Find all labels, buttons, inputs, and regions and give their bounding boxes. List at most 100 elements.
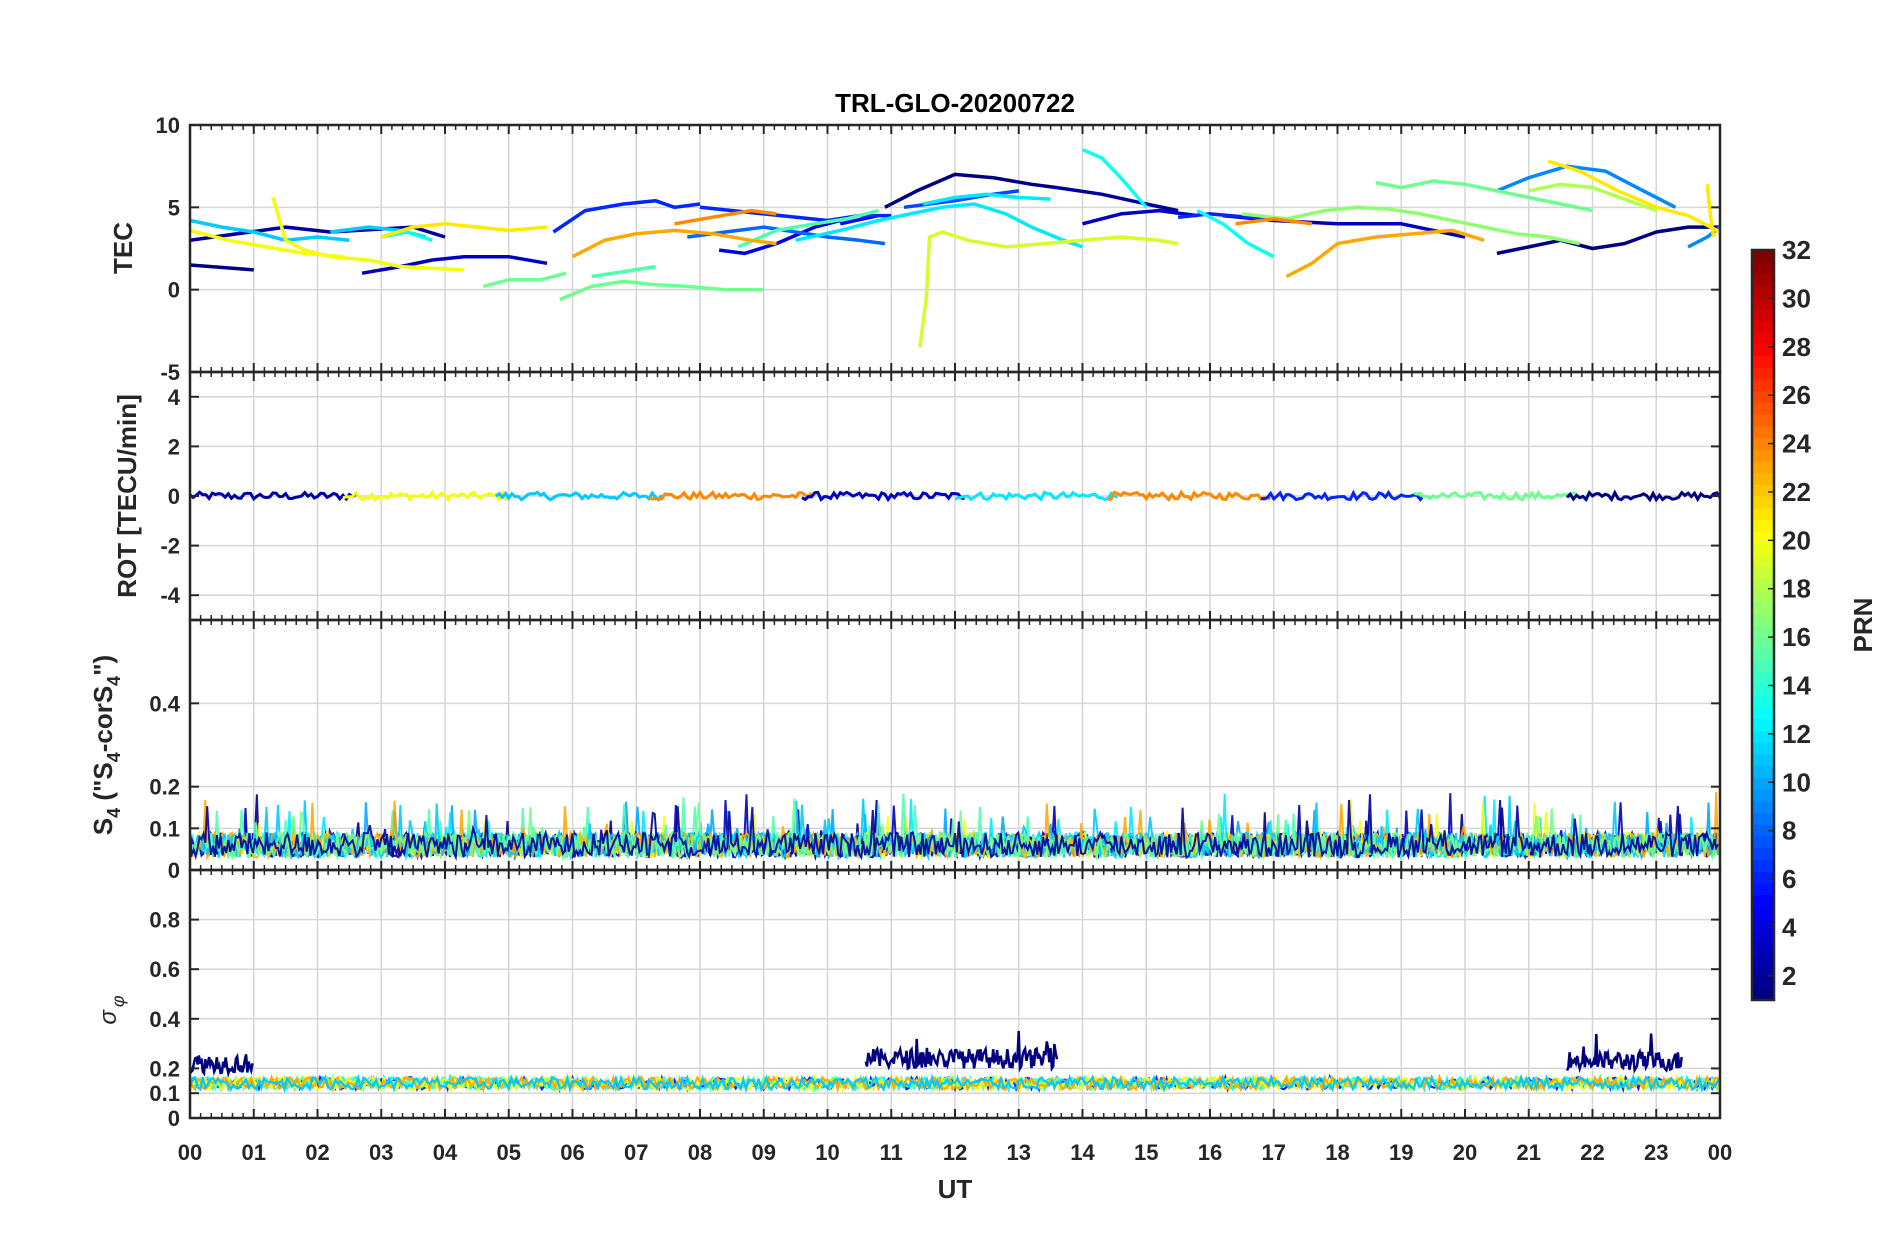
colorbar-band <box>1752 625 1774 638</box>
x-tick-label: 17 <box>1262 1140 1286 1165</box>
y-tick-label: 4 <box>168 385 181 410</box>
colorbar-label: PRN <box>1848 598 1878 653</box>
y-tick-label: 10 <box>156 113 180 138</box>
y-tick-label: 0 <box>168 858 180 883</box>
colorbar-band <box>1752 660 1774 673</box>
y-tick-label: -4 <box>160 583 180 608</box>
x-tick-label: 03 <box>369 1140 393 1165</box>
tec-line-prn-8 <box>687 225 886 246</box>
sigma-elevated-line <box>190 1052 254 1079</box>
tec-grid <box>190 125 1720 372</box>
rot-y-tick-labels: -4 -2 0 2 4 <box>160 385 180 608</box>
panel-tec: -5 0 5 10 TEC <box>108 113 1722 385</box>
y-tick-label: -5 <box>160 360 180 385</box>
y-tick-label: 0 <box>168 278 180 303</box>
tec-line-prn-11 <box>190 218 350 243</box>
y-tick-label: 0.4 <box>149 1007 180 1032</box>
colorbar-band <box>1752 343 1774 357</box>
rot-line <box>1260 489 1425 503</box>
tec-line-prn-15 <box>591 264 656 279</box>
colorbar-band <box>1752 390 1774 403</box>
rot-series <box>190 489 1720 503</box>
colorbar-tick-label: 26 <box>1782 380 1811 410</box>
rot-line <box>648 489 813 502</box>
colorbar-band <box>1752 308 1774 321</box>
y-tick-label: 0.2 <box>149 1056 180 1081</box>
colorbar-tick-label: 12 <box>1782 719 1811 749</box>
y-tick-label: 0.1 <box>149 816 180 841</box>
tec-line-prn-16 <box>1375 179 1593 213</box>
colorbar-band <box>1752 507 1774 521</box>
tec-line-prn-21 <box>1547 159 1720 234</box>
y-tick-label: 0 <box>168 484 180 509</box>
x-tick-label: 10 <box>815 1140 839 1165</box>
x-tick-label: 00 <box>1708 1140 1732 1165</box>
tec-line-prn-20 <box>190 228 344 259</box>
x-tick-label: 23 <box>1644 1140 1668 1165</box>
tec-line-prn-23 <box>1285 228 1485 279</box>
colorbar-tick-label: 32 <box>1782 235 1811 265</box>
colorbar-band <box>1752 425 1774 439</box>
tec-line-prn-23 <box>571 228 777 259</box>
x-tick-label: 08 <box>688 1140 712 1165</box>
colorbar-band <box>1752 882 1774 896</box>
tec-line-prn-13 <box>1196 209 1275 259</box>
colorbar-band <box>1752 906 1774 919</box>
panel-sigma-phi: 00.10.2 0.4 0.6 0.8 σφ <box>95 868 1722 1131</box>
colorbar-band <box>1752 496 1774 509</box>
colorbar-band <box>1752 683 1774 696</box>
rot-line <box>1565 489 1720 503</box>
y-tick-label: 0.8 <box>149 908 180 933</box>
tec-ticks <box>189 124 1721 373</box>
s4-y-axis-label: S4 ("S4-corS4") <box>88 655 124 835</box>
sigma-y-axis-label: σφ <box>95 995 128 1024</box>
colorbar-band <box>1752 871 1774 884</box>
colorbar-tick-label: 18 <box>1782 574 1811 604</box>
tec-series <box>190 148 1720 348</box>
x-tick-label: 12 <box>943 1140 967 1165</box>
tec-line-prn-16 <box>482 271 567 289</box>
rot-line <box>1413 489 1578 502</box>
colorbar-band <box>1752 414 1774 427</box>
rot-line <box>801 490 965 503</box>
colorbar-band <box>1752 273 1774 286</box>
colorbar-tick-label: 22 <box>1782 477 1811 507</box>
colorbar-band <box>1752 847 1774 860</box>
x-tick-label: 22 <box>1580 1140 1604 1165</box>
colorbar-band <box>1752 812 1774 825</box>
colorbar-band <box>1752 449 1774 462</box>
x-tick-label: 04 <box>433 1140 458 1165</box>
colorbar-band <box>1752 894 1774 907</box>
colorbar-band <box>1752 320 1774 333</box>
s4-line <box>190 794 1719 862</box>
colorbar-band <box>1752 437 1774 450</box>
colorbar-band <box>1752 402 1774 415</box>
colorbar-band <box>1752 578 1774 591</box>
colorbar-band <box>1752 730 1774 743</box>
sigma-ticks <box>189 870 1721 1119</box>
x-tick-label: 09 <box>752 1140 776 1165</box>
y-tick-label: 0.6 <box>149 957 180 982</box>
colorbar-band <box>1752 589 1774 603</box>
colorbar-band <box>1752 484 1774 497</box>
tec-line-prn-3 <box>1082 208 1198 226</box>
colorbar-band <box>1752 250 1774 263</box>
colorbar-band <box>1752 296 1774 310</box>
rot-line <box>495 490 663 502</box>
y-tick-label: 0.1 <box>149 1081 180 1106</box>
colorbar-band <box>1752 988 1774 1001</box>
colorbar-band <box>1752 917 1774 931</box>
colorbar-band <box>1752 777 1774 790</box>
x-tick-label: 13 <box>1007 1140 1031 1165</box>
colorbar-band <box>1752 613 1774 626</box>
sigma-elevated-line <box>864 1031 1059 1073</box>
colorbar-band <box>1752 472 1774 485</box>
colorbar-tick-label: 30 <box>1782 283 1811 313</box>
tec-line-prn-17 <box>1241 205 1581 246</box>
tec-line-prn-6 <box>552 198 701 234</box>
x-tick-label: 02 <box>305 1140 329 1165</box>
x-tick-label: 06 <box>560 1140 584 1165</box>
tec-line-prn-20 <box>271 197 465 272</box>
colorbar-band <box>1752 554 1774 568</box>
sigma-elevated-line <box>1565 1033 1683 1075</box>
